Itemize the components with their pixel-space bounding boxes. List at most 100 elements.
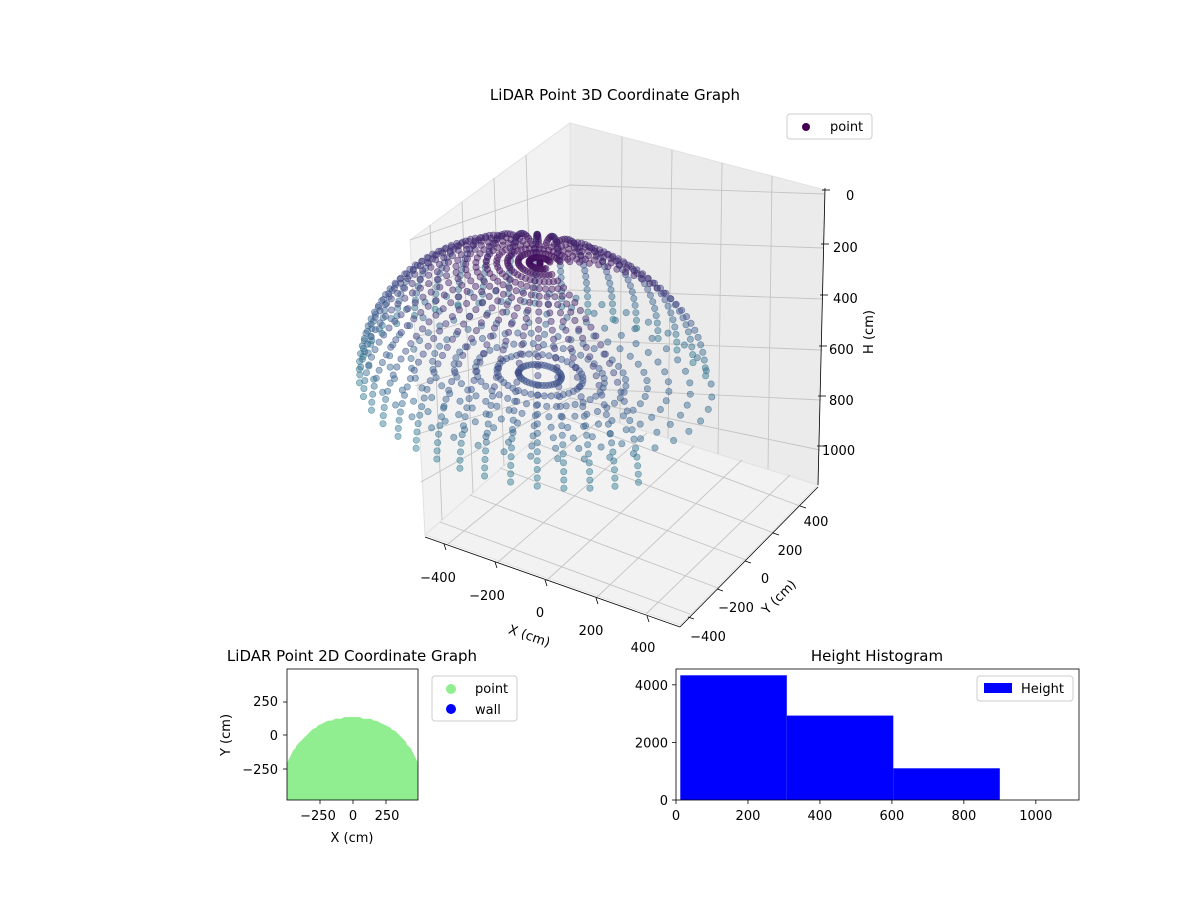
scatter-point-3d: [573, 385, 581, 393]
scatter-point-3d: [681, 367, 689, 375]
scatter-point-3d: [641, 280, 649, 288]
histogram-y-tick-label: 2000: [635, 736, 668, 751]
scatter-point-3d: [644, 318, 652, 326]
scatter-point-3d: [598, 301, 606, 309]
scatter-point-3d: [522, 400, 530, 408]
scatter-point-3d: [558, 295, 566, 303]
scatter-point-3d: [434, 360, 442, 368]
scatter-point-3d: [551, 344, 559, 352]
scatter-point-3d: [610, 399, 618, 407]
scatter-point-3d: [452, 354, 460, 362]
scatter-point-3d: [394, 432, 402, 440]
scatter-point-3d: [525, 319, 533, 327]
scatter-point-3d: [498, 248, 506, 256]
scatter-point-3d: [363, 327, 371, 335]
scatter-point-3d: [438, 351, 446, 359]
scatter-point-3d: [653, 319, 661, 327]
scatter-point-3d: [394, 289, 402, 297]
scatter-point-3d: [412, 436, 420, 444]
scatter-point-3d: [586, 243, 594, 251]
scatter-point-3d: [636, 420, 644, 428]
scatter-point-3d: [406, 322, 414, 330]
scatter-point-3d: [492, 320, 500, 328]
scatter-point-3d: [545, 413, 553, 421]
scatter-point-3d: [600, 253, 608, 261]
scatter-point-3d: [393, 320, 401, 328]
scatter-point-3d: [426, 377, 434, 385]
scatter-point-3d: [389, 371, 397, 379]
scatter-point-3d: [614, 257, 622, 265]
histogram-x-tick-label: 200: [736, 809, 761, 824]
y-tick-label-0: 0: [761, 572, 769, 587]
scatter-point-3d: [611, 474, 619, 482]
scatter-point-3d: [443, 343, 451, 351]
x2d-tick-label-0: 0: [349, 809, 357, 824]
scatter-point-3d: [559, 459, 567, 467]
scatter-point-3d: [622, 309, 630, 317]
scatter-point-3d: [648, 413, 656, 421]
x-axis-line: [424, 536, 681, 628]
scatter-point-3d: [528, 442, 536, 450]
scatter-point-3d: [477, 377, 485, 385]
scatter-point-3d: [381, 301, 389, 309]
scatter-point-3d: [574, 239, 582, 247]
scatter-point-3d: [401, 284, 409, 292]
scatter-point-3d: [558, 413, 566, 421]
scatter-point-3d: [543, 293, 551, 301]
histogram-title: Height Histogram: [811, 647, 943, 665]
x-axis-label: X (cm): [506, 623, 552, 651]
scatter-point-3d: [545, 278, 553, 286]
legend-histogram-frame: [976, 675, 1074, 702]
scatter-point-3d: [416, 275, 424, 283]
legend-3d-label-point: point: [830, 120, 863, 135]
scatter-point-3d: [651, 304, 659, 312]
scatter-point-3d: [476, 234, 484, 242]
scatter-point-3d: [436, 283, 444, 291]
scatter-point-3d: [443, 272, 451, 280]
scatter-point-3d: [564, 335, 572, 343]
scatter-point-3d: [670, 436, 678, 444]
scatter-point-3d: [527, 291, 535, 299]
scatter-point-3d: [634, 360, 642, 368]
scatter-point-3d: [527, 390, 535, 398]
histogram-frame: [675, 668, 1080, 801]
scatter-point-3d: [570, 244, 578, 252]
scatter-point-3d: [689, 359, 697, 367]
scatter-point-3d: [401, 294, 409, 302]
scatter-point-3d: [533, 420, 541, 428]
scatter-point-3d: [514, 369, 522, 377]
x-tick-label-neg200: −200: [469, 589, 505, 604]
scatter-point-3d: [488, 387, 496, 395]
h-tick-label-200: 200: [833, 241, 858, 256]
scatter-point-3d: [414, 420, 422, 428]
scatter-point-3d: [462, 266, 470, 274]
scatter-point-3d: [364, 340, 372, 348]
scatter-point-3d: [571, 400, 579, 408]
scatter-point-3d: [440, 291, 448, 299]
scatter-point-3d: [466, 250, 474, 258]
scatter-point-3d: [379, 295, 387, 303]
scatter-point-3d: [432, 374, 440, 382]
scatter-point-3d: [367, 353, 375, 361]
legend-histogram: Height: [976, 675, 1074, 702]
scatter-point-3d: [410, 345, 418, 353]
scatter-point-3d: [414, 358, 422, 366]
scatter-point-3d: [463, 404, 471, 412]
scatter-point-3d: [580, 412, 588, 420]
scatter-point-3d: [534, 325, 542, 333]
x-tick-label-400: 400: [631, 641, 656, 656]
scatter-point-3d: [402, 347, 410, 355]
scatter-point-3d: [472, 327, 480, 335]
scatter-point-3d: [482, 257, 490, 265]
scatter-point-3d: [572, 294, 580, 302]
scatter-point-3d: [559, 345, 567, 353]
scatter-point-3d: [577, 351, 585, 359]
scatter-point-3d: [533, 448, 541, 456]
scatter-point-3d: [482, 382, 490, 390]
scatter-point-3d: [575, 327, 583, 335]
histogram-x-tick-label: 600: [879, 809, 904, 824]
scatter-point-3d: [445, 386, 453, 394]
scatter-point-3d: [454, 256, 462, 264]
histogram-x-tick-label: 0: [672, 809, 680, 824]
scatter-point-3d: [665, 387, 673, 395]
